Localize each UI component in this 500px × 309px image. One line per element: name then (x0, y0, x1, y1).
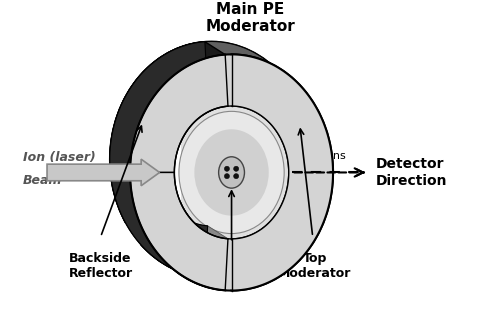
Polygon shape (154, 93, 228, 239)
Polygon shape (232, 54, 333, 290)
Text: Backside
Reflector: Backside Reflector (68, 252, 132, 280)
Ellipse shape (194, 129, 268, 216)
Polygon shape (130, 55, 228, 172)
Polygon shape (171, 93, 288, 239)
Polygon shape (110, 42, 228, 168)
FancyArrow shape (47, 159, 160, 186)
Bar (126, 100, 181, 172)
Text: Beam: Beam (23, 174, 62, 187)
Ellipse shape (130, 54, 333, 290)
Polygon shape (165, 93, 288, 239)
Circle shape (234, 166, 238, 171)
Text: Top
Moderator: Top Moderator (278, 252, 351, 280)
Circle shape (234, 174, 238, 179)
Ellipse shape (110, 41, 312, 277)
Text: Detector
Direction: Detector Direction (376, 157, 447, 188)
Ellipse shape (154, 93, 268, 226)
Text: Main PE
Moderator: Main PE Moderator (205, 2, 295, 34)
Circle shape (224, 174, 230, 179)
Polygon shape (110, 42, 225, 290)
Text: Neutrons: Neutrons (296, 151, 347, 161)
Polygon shape (130, 172, 228, 290)
Text: Ion (laser): Ion (laser) (23, 151, 96, 164)
Circle shape (224, 166, 230, 171)
Text: Target
Source: Target Source (208, 261, 256, 289)
Ellipse shape (174, 106, 288, 239)
Ellipse shape (218, 157, 244, 188)
Polygon shape (110, 42, 208, 277)
Ellipse shape (179, 111, 284, 234)
Polygon shape (110, 164, 228, 290)
Polygon shape (121, 41, 333, 290)
Bar (126, 172, 181, 245)
